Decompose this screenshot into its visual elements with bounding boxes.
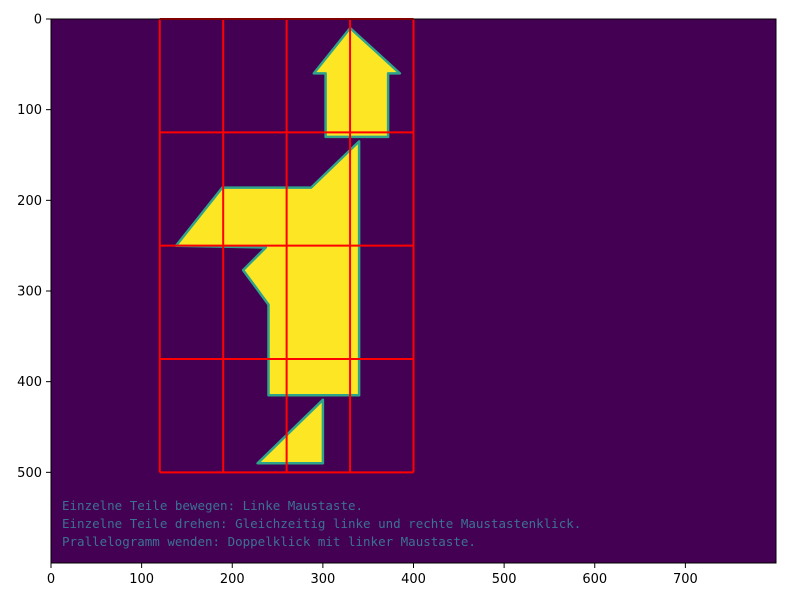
arrow-piece[interactable] — [312, 26, 402, 139]
x-tick-label: 300 — [310, 572, 335, 587]
grid-overlay — [158, 18, 415, 474]
instruction-move: Einzelne Teile bewegen: Linke Maustaste. — [62, 498, 363, 513]
instruction-rotate: Einzelne Teile drehen: Gleichzeitig link… — [62, 516, 581, 531]
y-tick-label: 400 — [17, 375, 42, 390]
y-tick-label: 300 — [17, 285, 42, 300]
instruction-flip: Prallelogramm wenden: Doppelklick mit li… — [62, 534, 476, 549]
y-tick-label: 100 — [17, 103, 42, 118]
x-tick-label: 100 — [129, 572, 154, 587]
x-tick-label: 500 — [492, 572, 517, 587]
foot-piece[interactable] — [256, 398, 325, 465]
y-axis: 0 100 200 300 400 500 — [17, 13, 51, 481]
x-tick-label: 600 — [582, 572, 607, 587]
x-tick-label: 200 — [220, 572, 245, 587]
tangram-pieces — [174, 26, 402, 465]
x-axis: 0 100 200 300 400 500 600 700 — [47, 563, 698, 587]
x-tick-label: 0 — [47, 572, 55, 587]
x-tick-label: 700 — [673, 572, 698, 587]
body-piece[interactable] — [174, 140, 361, 397]
y-tick-label: 0 — [34, 13, 42, 28]
x-tick-label: 400 — [401, 572, 426, 587]
y-tick-label: 200 — [17, 194, 42, 209]
instructions-panel: Einzelne Teile bewegen: Linke Maustaste.… — [62, 498, 581, 549]
y-tick-label: 500 — [17, 466, 42, 481]
